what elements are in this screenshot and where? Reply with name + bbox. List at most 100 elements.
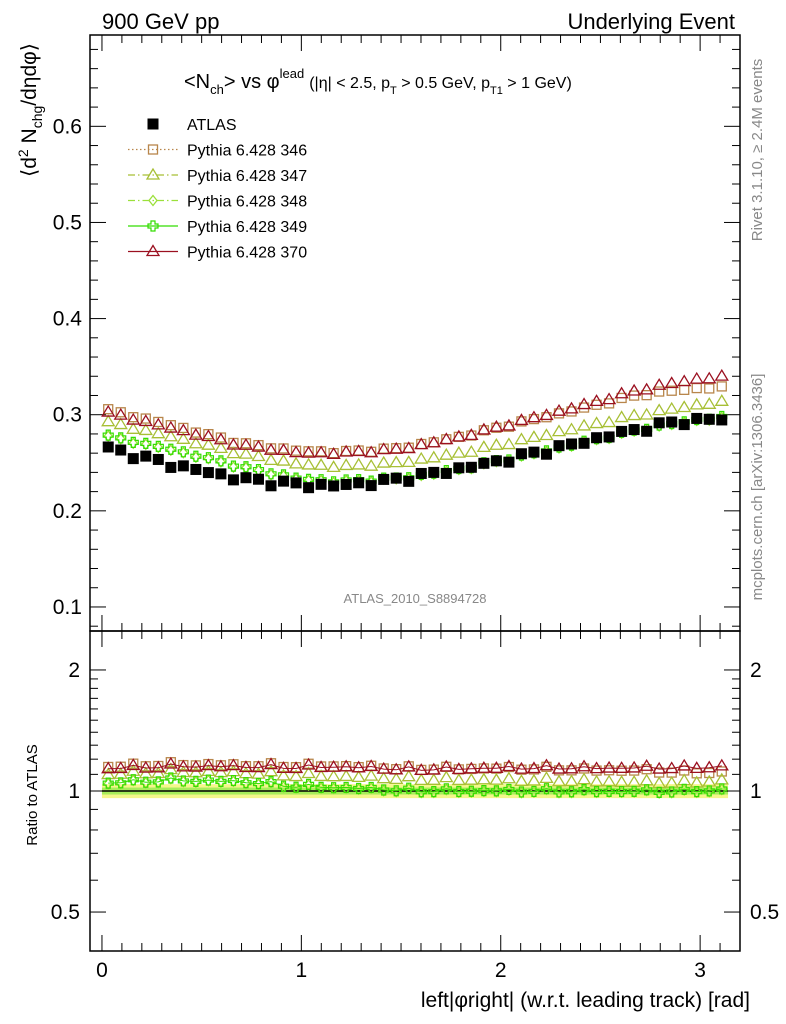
ratio-point-p348 xyxy=(266,776,276,789)
point-p347 xyxy=(251,449,266,462)
point-p370 xyxy=(551,403,567,416)
point-p347 xyxy=(564,422,579,435)
ratio-point-p347 xyxy=(501,771,517,784)
point-atlas xyxy=(102,441,114,453)
header-left: 900 GeV pp xyxy=(102,9,219,34)
ratio-point-p348 xyxy=(504,784,514,797)
x-tick-label: 2 xyxy=(495,959,507,982)
point-p347 xyxy=(376,455,391,468)
ratio-point-p347 xyxy=(401,769,416,782)
ratio-point-p349 xyxy=(540,783,553,795)
ratio-point-p348 xyxy=(366,782,377,795)
point-p347 xyxy=(326,460,341,473)
point-p346 xyxy=(691,382,702,394)
point-atlas xyxy=(540,448,552,460)
ratio-point-p347 xyxy=(414,773,429,786)
ratio-point-p347 xyxy=(677,773,692,786)
point-p370 xyxy=(176,423,191,436)
point-atlas xyxy=(340,478,352,490)
ratio-point-p349 xyxy=(415,786,427,798)
ratio-point-p349 xyxy=(102,777,114,789)
point-p348 xyxy=(128,437,139,450)
ratio-point-p370 xyxy=(238,760,254,773)
ratio-point-p370 xyxy=(614,761,629,773)
ratio-point-p348 xyxy=(591,786,602,799)
point-p370 xyxy=(151,417,166,430)
ratio-point-p349 xyxy=(328,782,340,794)
point-atlas xyxy=(515,448,527,460)
ratio-point-p349 xyxy=(165,772,177,784)
point-p370 xyxy=(188,427,204,440)
point-p347 xyxy=(476,440,492,453)
ratio-point-p349 xyxy=(302,778,315,790)
ratio-point-p348 xyxy=(191,776,201,789)
point-p370 xyxy=(526,410,542,423)
point-p370 xyxy=(601,392,617,405)
ratio-point-p370 xyxy=(338,759,354,772)
point-atlas xyxy=(678,419,690,431)
legend-item-p346: Pythia 6.428 346 xyxy=(128,143,307,160)
point-p370 xyxy=(276,443,291,456)
point-p346 xyxy=(466,430,477,441)
point-p347 xyxy=(426,450,441,463)
ratio-point-p370 xyxy=(226,758,241,771)
point-p349 xyxy=(240,461,252,473)
ratio-point-p348 xyxy=(341,782,351,795)
point-p347 xyxy=(526,430,542,443)
ratio-point-p348 xyxy=(566,786,577,799)
point-atlas xyxy=(252,473,264,485)
ratio-point-p349 xyxy=(428,786,440,798)
point-p370 xyxy=(414,437,429,450)
point-p370 xyxy=(226,437,241,450)
point-p347 xyxy=(652,403,667,416)
ratio-point-p347 xyxy=(464,772,479,785)
point-atlas xyxy=(578,437,590,449)
legend-item-p347: Pythia 6.428 347 xyxy=(128,167,307,185)
ratio-point-p349 xyxy=(403,782,415,794)
ratio-point-p370 xyxy=(326,759,341,772)
analysis-watermark: ATLAS_2010_S8894728 xyxy=(344,591,487,606)
ratio-point-p370 xyxy=(263,757,279,770)
ratio-point-p347 xyxy=(476,772,492,785)
rivet-label: Rivet 3.1.10, ≥ 2.4M events xyxy=(749,59,766,242)
top-y-tick-label: 0.6 xyxy=(53,115,82,138)
xlabel: left|φright| (w.r.t. leading track) [rad… xyxy=(421,989,750,1012)
ratio-point-p348 xyxy=(103,777,114,790)
point-p347 xyxy=(101,414,116,427)
legend-label-p347: Pythia 6.428 347 xyxy=(187,168,307,185)
point-p348 xyxy=(153,441,164,454)
point-atlas xyxy=(152,453,164,465)
point-atlas xyxy=(653,417,665,429)
point-p347 xyxy=(714,394,729,406)
legend-item-p348: Pythia 6.428 348 xyxy=(128,194,307,211)
legend-marker-p349 xyxy=(147,220,159,232)
point-p347 xyxy=(489,437,504,450)
ratio-point-p347 xyxy=(338,769,354,782)
point-p370 xyxy=(213,432,229,445)
ratio-y-tick-label-right: 2 xyxy=(750,659,762,682)
ratio-point-p370 xyxy=(677,758,692,771)
ratio-point-p348 xyxy=(403,782,414,795)
point-p349 xyxy=(140,437,152,449)
ratio-point-p347 xyxy=(276,768,291,781)
ratio-point-p370 xyxy=(626,760,642,773)
point-p347 xyxy=(301,457,316,470)
ratio-point-p347 xyxy=(514,774,529,787)
point-p347 xyxy=(213,441,229,454)
point-p370 xyxy=(652,378,667,390)
ratio-point-p349 xyxy=(115,777,127,789)
ratio-point-p349 xyxy=(465,785,477,797)
point-p347 xyxy=(664,401,679,414)
top-y-tick-label: 0.2 xyxy=(53,500,82,523)
point-p347 xyxy=(163,429,178,442)
ratio-point-p349 xyxy=(528,785,540,798)
point-p349 xyxy=(227,460,240,472)
legend-item-p370: Pythia 6.428 370 xyxy=(128,244,307,262)
ratio-point-p349 xyxy=(478,784,490,797)
point-p349 xyxy=(115,432,127,444)
ratio-point-p349 xyxy=(666,786,678,798)
point-atlas xyxy=(478,457,490,469)
point-p349 xyxy=(190,450,202,462)
point-atlas xyxy=(415,467,427,479)
ratio-point-p348 xyxy=(466,785,477,798)
